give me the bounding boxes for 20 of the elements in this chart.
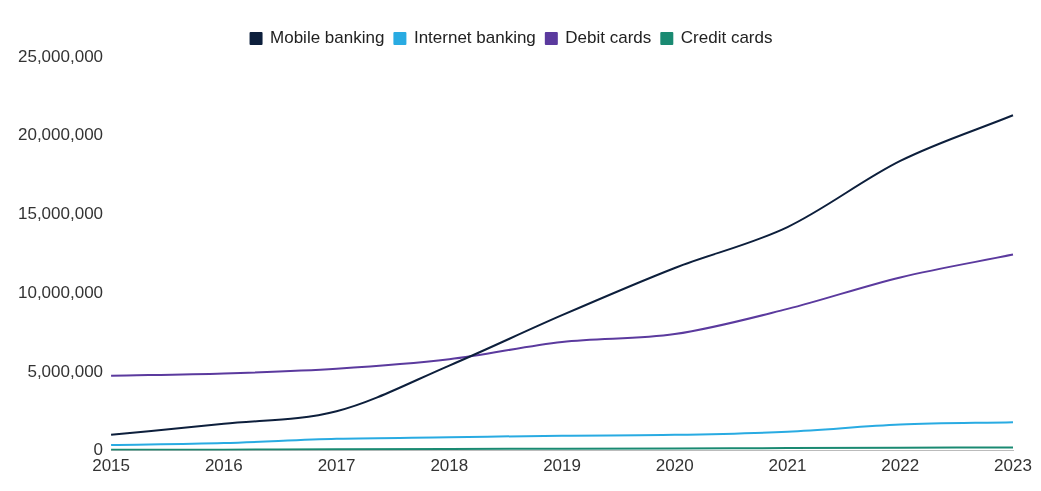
x-tick-label: 2016 [204,456,243,476]
line-series [110,114,1014,436]
legend-label: Credit cards [680,28,773,48]
y-tick-label: 25,000,000 [17,46,104,66]
x-tick-label: 2021 [768,456,807,476]
legend-label: Mobile banking [270,28,385,48]
y-tick-label: 15,000,000 [17,204,104,224]
legend-label: Internet banking [413,28,536,48]
y-tick-label: 10,000,000 [17,282,104,302]
x-tick-label: 2017 [317,456,356,476]
x-tick-label: 2018 [430,456,469,476]
line-series [110,421,1014,447]
x-tick-label: 2022 [881,456,920,476]
x-tick-label: 2020 [655,456,694,476]
x-tick-label: 2019 [543,456,581,476]
legend-label: Debit cards [565,28,652,48]
line-series [110,253,1014,377]
y-tick-label: 20,000,000 [17,125,104,145]
y-tick-label: 5,000,000 [27,361,104,381]
x-tick-label: 2023 [994,456,1032,476]
